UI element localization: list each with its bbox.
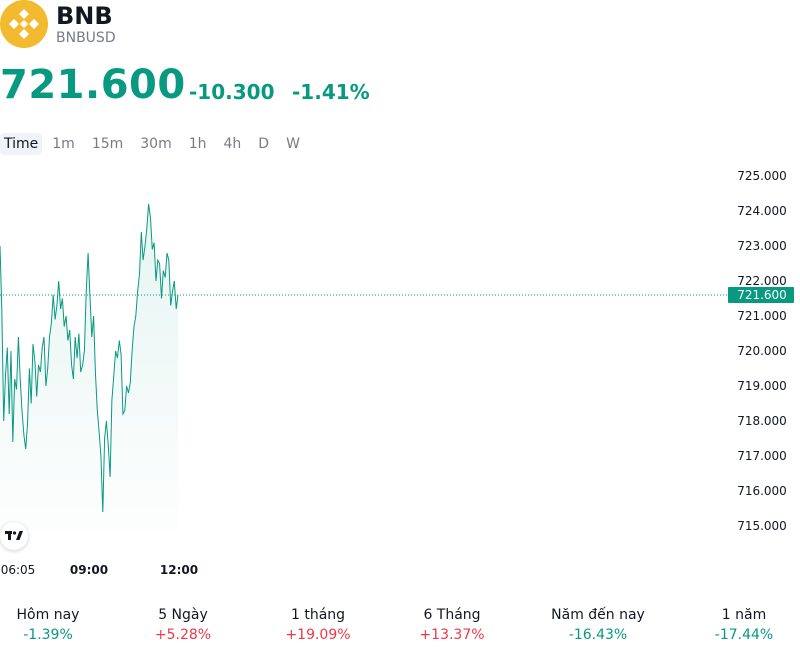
perf-value: +13.37% bbox=[419, 627, 485, 643]
perf-label: Năm đến nay bbox=[551, 607, 645, 623]
y-axis-tick: 720.000 bbox=[737, 344, 787, 358]
perf-value: -1.39% bbox=[23, 627, 73, 643]
interval-selector: Time 1m 15m 30m 1h 4h D W bbox=[0, 132, 313, 156]
price-change-percent: -1.41% bbox=[292, 80, 370, 104]
interval-w[interactable]: W bbox=[286, 136, 300, 152]
price-area bbox=[0, 204, 178, 530]
interval-30m[interactable]: 30m bbox=[140, 136, 172, 152]
perf-5-days[interactable]: 5 Ngày +5.28% bbox=[118, 604, 248, 644]
perf-6-months[interactable]: 6 Tháng +13.37% bbox=[387, 604, 517, 644]
interval-d[interactable]: D bbox=[258, 136, 270, 152]
price-chart[interactable]: 721.600 725.000 724.000 723.000 722.000 721.0… bbox=[0, 160, 800, 580]
perf-today[interactable]: Hôm nay -1.39% bbox=[0, 604, 113, 644]
perf-label: 5 Ngày bbox=[158, 607, 208, 623]
y-axis-tick: 717.000 bbox=[737, 449, 787, 463]
y-axis-tick: 724.000 bbox=[737, 204, 787, 218]
tradingview-mark-icon bbox=[5, 531, 23, 540]
price-chart-svg[interactable]: 721.600 725.000 724.000 723.000 722.000 721.0… bbox=[0, 160, 800, 580]
perf-value: -17.44% bbox=[714, 627, 774, 643]
y-axis-tick: 721.000 bbox=[737, 309, 787, 323]
price-change: -10.300 bbox=[189, 80, 275, 104]
interval-4h[interactable]: 4h bbox=[223, 136, 242, 152]
perf-label: Hôm nay bbox=[16, 607, 80, 623]
perf-1-year[interactable]: 1 năm -17.44% bbox=[679, 604, 800, 644]
interval-1m[interactable]: 1m bbox=[52, 136, 75, 152]
y-axis-tick: 723.000 bbox=[737, 239, 787, 253]
performance-bar: Hôm nay -1.39% 5 Ngày +5.28% 1 tháng +19… bbox=[0, 604, 800, 654]
y-axis-tick: 725.000 bbox=[737, 169, 787, 183]
perf-value: +19.09% bbox=[285, 627, 351, 643]
interval-15m[interactable]: 15m bbox=[91, 136, 124, 152]
current-price-tag bbox=[728, 287, 794, 303]
perf-1-month[interactable]: 1 tháng +19.09% bbox=[253, 604, 383, 644]
y-axis-tick: 716.000 bbox=[737, 484, 787, 498]
y-axis-tick: 719.000 bbox=[737, 379, 787, 393]
interval-1h[interactable]: 1h bbox=[188, 136, 207, 152]
perf-value: -16.43% bbox=[568, 627, 628, 643]
price-line bbox=[0, 203, 179, 513]
symbol-name: BNB bbox=[56, 2, 113, 30]
ticker-code: BNBUSD bbox=[56, 30, 116, 46]
y-axis-tick: 715.000 bbox=[737, 519, 787, 533]
perf-label: 6 Tháng bbox=[423, 607, 481, 623]
perf-value: +5.28% bbox=[154, 627, 212, 643]
y-axis-tick: 722.000 bbox=[737, 274, 787, 288]
current-price: 721.600 bbox=[0, 62, 186, 108]
perf-ytd[interactable]: Năm đến nay -16.43% bbox=[533, 604, 663, 644]
x-axis-tick: 12:00 bbox=[160, 563, 198, 577]
y-axis-tick: 718.000 bbox=[737, 414, 787, 428]
tradingview-logo-icon[interactable] bbox=[0, 522, 28, 550]
current-price-label: 721.600 bbox=[737, 288, 787, 302]
interval-time[interactable]: Time bbox=[0, 133, 43, 155]
perf-label: 1 tháng bbox=[290, 607, 346, 623]
x-axis-tick: 09:00 bbox=[70, 563, 108, 577]
x-axis-tick: 06:05 bbox=[1, 563, 36, 577]
bnb-logo-icon bbox=[0, 0, 48, 48]
perf-label: 1 năm bbox=[721, 607, 767, 623]
